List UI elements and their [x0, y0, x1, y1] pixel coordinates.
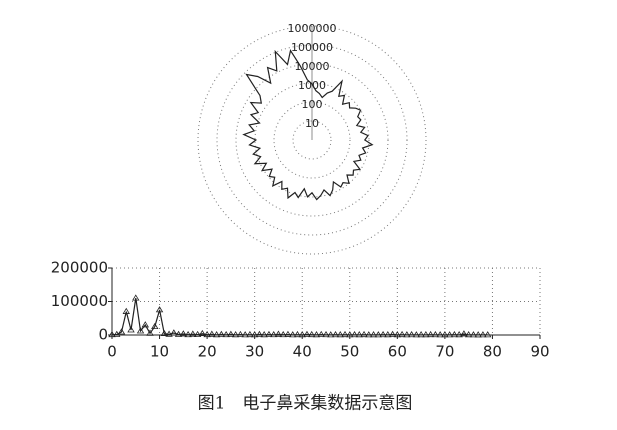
marker [227, 330, 235, 337]
x-tick-label: 50 [340, 343, 359, 361]
marker [298, 331, 306, 338]
marker [346, 331, 354, 338]
marker [303, 330, 311, 337]
x-tick-label: 90 [530, 343, 549, 361]
marker [146, 329, 154, 336]
marker [284, 330, 292, 337]
marker [341, 330, 349, 338]
marker [117, 328, 126, 335]
marker [279, 330, 287, 338]
marker [155, 306, 164, 313]
x-tick-label: 20 [198, 343, 217, 361]
marker [141, 321, 149, 328]
marker [236, 330, 245, 337]
marker [231, 331, 240, 338]
marker [132, 294, 140, 301]
marker [212, 331, 221, 338]
marker [193, 330, 202, 337]
marker [174, 330, 183, 337]
marker [255, 330, 264, 337]
grid-ring [216, 44, 408, 236]
marker [274, 330, 283, 337]
x-tick-label: 0 [107, 343, 117, 361]
marker [464, 331, 473, 338]
marker [293, 330, 302, 338]
marker [350, 330, 359, 338]
y-tick-label: 100000 [51, 292, 108, 310]
marker [336, 331, 344, 338]
marker [436, 331, 444, 338]
x-tick-label: 80 [483, 343, 502, 361]
marker [269, 330, 278, 338]
marker [450, 330, 459, 338]
marker [250, 331, 259, 338]
x-tick-label: 70 [435, 343, 454, 361]
marker [369, 331, 378, 338]
marker [398, 330, 406, 338]
marker [260, 331, 268, 338]
marker [445, 331, 454, 338]
marker [474, 331, 482, 338]
marker [407, 330, 416, 338]
marker [479, 331, 487, 338]
marker [365, 331, 373, 338]
x-tick-label: 30 [245, 343, 264, 361]
marker [441, 331, 449, 338]
marker [469, 331, 478, 338]
marker [308, 330, 316, 338]
marker [222, 330, 230, 338]
marker [374, 331, 383, 338]
marker [331, 330, 340, 338]
grid-ring [235, 63, 389, 217]
marker [312, 331, 321, 338]
marker [460, 330, 468, 337]
marker [417, 331, 425, 338]
marker [384, 331, 392, 338]
marker [327, 331, 335, 338]
marker [360, 330, 368, 338]
marker [198, 329, 207, 337]
marker [426, 330, 435, 338]
marker [184, 330, 192, 338]
grid-ring [273, 101, 351, 179]
marker [160, 329, 169, 337]
marker [246, 330, 254, 338]
marker [355, 331, 363, 338]
marker [127, 326, 135, 333]
marker [203, 330, 211, 338]
marker [217, 330, 226, 337]
marker [388, 330, 397, 337]
marker [170, 329, 178, 336]
marker [122, 307, 130, 314]
marker [189, 330, 197, 337]
marker [393, 331, 402, 338]
marker [136, 327, 145, 334]
marker [289, 331, 297, 338]
marker [165, 330, 173, 337]
marker [151, 322, 159, 330]
marker [455, 331, 463, 338]
marker [379, 330, 387, 338]
caption: 图1 电子鼻采集数据示意图 [198, 394, 413, 414]
y-tick-label: 0 [98, 326, 108, 344]
polar-line [242, 48, 374, 201]
marker [412, 331, 421, 338]
data-line [111, 298, 488, 336]
marker [322, 330, 330, 338]
y-tick-label: 200000 [51, 259, 108, 277]
marker [265, 330, 273, 338]
marker [483, 331, 492, 338]
marker [403, 331, 411, 338]
marker [108, 330, 116, 338]
x-tick-label: 10 [150, 343, 169, 361]
marker [317, 330, 325, 337]
marker [208, 330, 216, 337]
marker [179, 330, 188, 337]
x-tick-label: 40 [293, 343, 312, 361]
marker [422, 331, 430, 338]
x-tick-label: 60 [388, 343, 407, 361]
marker [431, 330, 440, 338]
marker [241, 331, 249, 338]
